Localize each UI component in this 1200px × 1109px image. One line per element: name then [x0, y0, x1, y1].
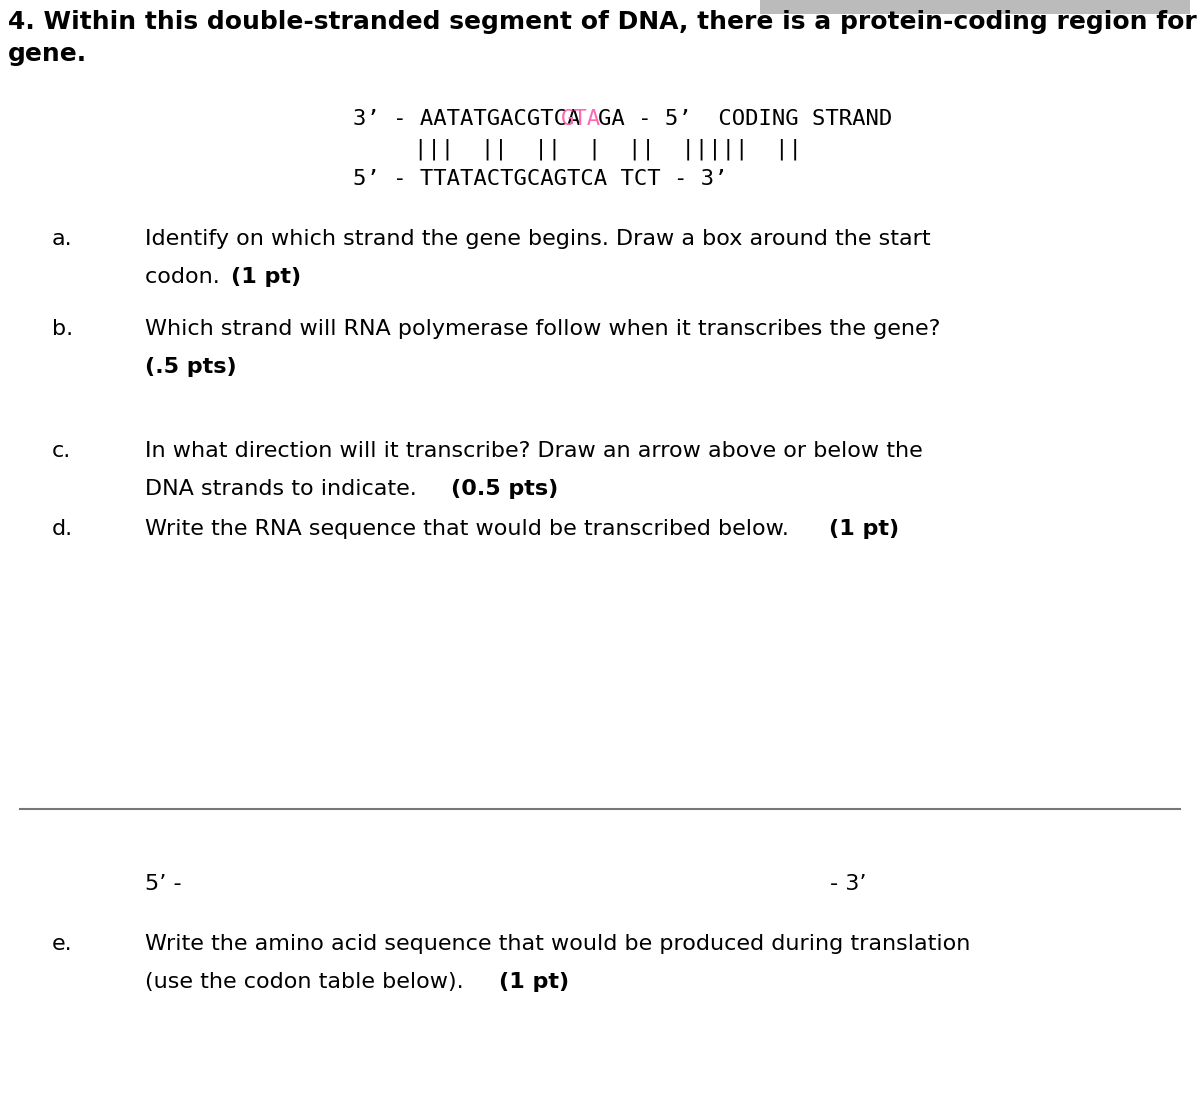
Text: Which strand will RNA polymerase follow when it transcribes the gene?: Which strand will RNA polymerase follow … — [145, 319, 941, 339]
Text: (1 pt): (1 pt) — [829, 519, 900, 539]
Text: Write the RNA sequence that would be transcribed below.: Write the RNA sequence that would be tra… — [145, 519, 796, 539]
Text: 3’ - AATATGACGTCA: 3’ - AATATGACGTCA — [353, 109, 581, 129]
Text: 5’ -: 5’ - — [145, 874, 181, 894]
Text: c.: c. — [52, 441, 71, 461]
Text: - 3’: - 3’ — [830, 874, 866, 894]
Text: Write the amino acid sequence that would be produced during translation: Write the amino acid sequence that would… — [145, 934, 971, 954]
Text: DNA strands to indicate.: DNA strands to indicate. — [145, 479, 424, 499]
Text: e.: e. — [52, 934, 73, 954]
Text: Identify on which strand the gene begins. Draw a box around the start: Identify on which strand the gene begins… — [145, 228, 931, 250]
Text: codon.: codon. — [145, 267, 227, 287]
Text: 5’ - TTATACTGCAGTCA TCT - 3’: 5’ - TTATACTGCAGTCA TCT - 3’ — [353, 169, 728, 189]
Text: (1 pt): (1 pt) — [499, 971, 570, 991]
Text: 4. Within this double-stranded segment of DNA, there is a protein-coding region : 4. Within this double-stranded segment o… — [8, 10, 1200, 34]
Text: In what direction will it transcribe? Draw an arrow above or below the: In what direction will it transcribe? Dr… — [145, 441, 923, 461]
Bar — [760, 0, 1190, 14]
Text: (use the codon table below).: (use the codon table below). — [145, 971, 470, 991]
Text: gene.: gene. — [8, 42, 88, 67]
Text: d.: d. — [52, 519, 73, 539]
Text: b.: b. — [52, 319, 73, 339]
Text: a.: a. — [52, 228, 73, 250]
Text: GTA: GTA — [562, 109, 601, 129]
Text: (1 pt): (1 pt) — [230, 267, 301, 287]
Text: |||  ||  ||  |  ||  |||||  ||: ||| || || | || ||||| || — [414, 139, 803, 161]
Text: (0.5 pts): (0.5 pts) — [450, 479, 558, 499]
Text: (.5 pts): (.5 pts) — [145, 357, 236, 377]
Text: GA - 5’  CODING STRAND: GA - 5’ CODING STRAND — [598, 109, 892, 129]
